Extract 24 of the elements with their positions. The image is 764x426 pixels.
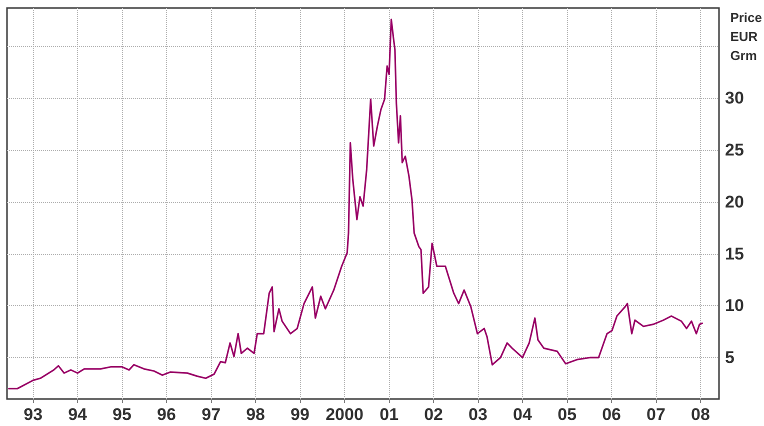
x-tick-label: 2000 [326,405,364,424]
x-tick-label: 06 [602,405,622,424]
x-tick-label: 01 [380,405,399,424]
line-series [8,18,703,390]
x-tick-label: 96 [157,405,176,424]
x-tick-label: 05 [558,405,577,424]
x-tick-label: 08 [691,405,710,424]
x-tick-label: 07 [646,405,666,424]
x-tick-label: 94 [68,405,88,424]
y-tick-label: 20 [725,192,744,212]
x-tick-label: 99 [290,405,310,424]
y-tick-label: 30 [725,88,744,108]
y-axis-title: Price EUR Grm [730,10,762,63]
x-tick-label: 98 [246,405,266,424]
x-tick-label: 97 [202,405,221,424]
y-tick-label: 10 [725,296,744,316]
x-tick-label: 03 [468,405,488,424]
y-tick-label: 15 [725,244,744,264]
x-tick-label: 95 [112,405,132,424]
y-tick-label: 5 [725,348,734,368]
y-tick-label: 25 [725,140,744,160]
x-tick-label: 04 [513,405,532,424]
x-tick-label: 02 [424,405,444,424]
x-tick-label: 93 [24,405,43,424]
